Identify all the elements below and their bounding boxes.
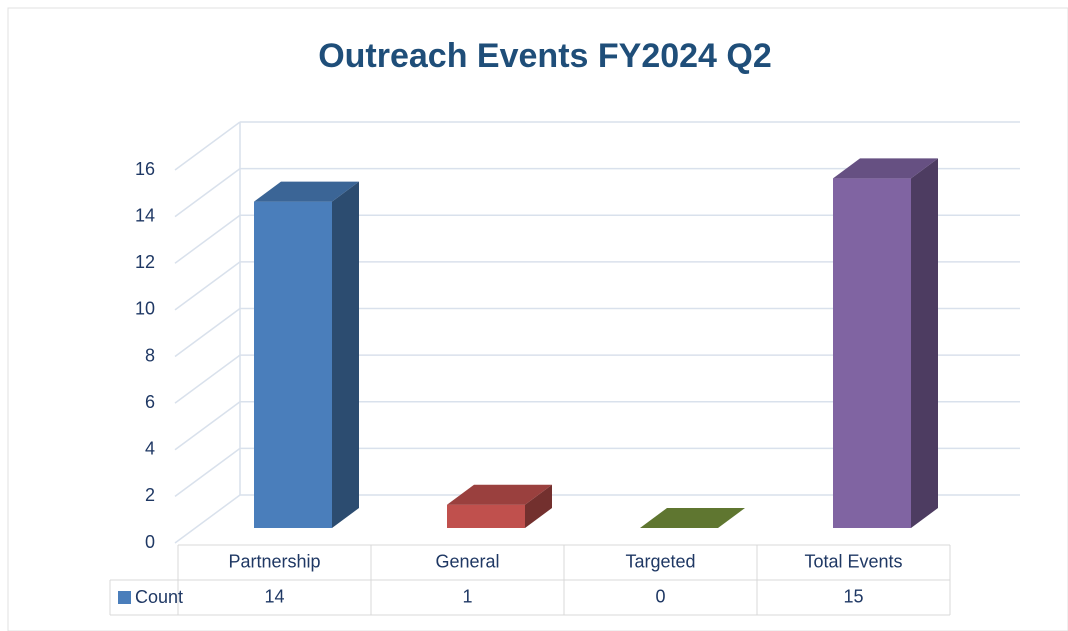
table-value: 14 [264, 586, 284, 606]
y-tick-label: 4 [145, 439, 155, 459]
legend-label: Count [135, 587, 183, 607]
y-tick-label: 16 [135, 159, 155, 179]
legend-swatch [118, 591, 131, 604]
grid-line [174, 168, 241, 218]
y-tick-label: 0 [145, 532, 155, 552]
bar-side [332, 181, 359, 528]
bar-front [447, 504, 525, 528]
x-tick-label: Total Events [804, 551, 902, 571]
chart-title: Outreach Events FY2024 Q2 [318, 37, 772, 75]
y-tick-label: 2 [145, 485, 155, 505]
grid-line [174, 494, 241, 544]
grid-line [174, 354, 241, 404]
y-tick-label: 12 [135, 252, 155, 272]
grid-line [174, 447, 241, 497]
bar-front [833, 178, 911, 528]
table-value: 1 [462, 586, 472, 606]
bar-top [833, 158, 938, 179]
y-tick-label: 10 [135, 299, 155, 319]
x-tick-label: Partnership [228, 551, 320, 571]
grid-line [174, 401, 241, 451]
grid-line [174, 214, 241, 264]
bar-top [254, 181, 359, 202]
y-tick-label: 14 [135, 205, 155, 225]
bar-top [640, 508, 745, 528]
x-tick-label: General [435, 551, 499, 571]
y-tick-label: 6 [145, 392, 155, 412]
grid-line [174, 121, 241, 171]
grid-line [174, 307, 241, 358]
x-tick-label: Targeted [625, 551, 695, 571]
bar-side [525, 484, 552, 528]
y-tick-label: 8 [145, 345, 155, 365]
grid-line [174, 261, 241, 311]
table-value: 15 [843, 586, 863, 606]
bar-side [911, 158, 938, 528]
bar-top [447, 484, 552, 505]
bar-front [254, 201, 332, 528]
table-value: 0 [655, 586, 665, 606]
